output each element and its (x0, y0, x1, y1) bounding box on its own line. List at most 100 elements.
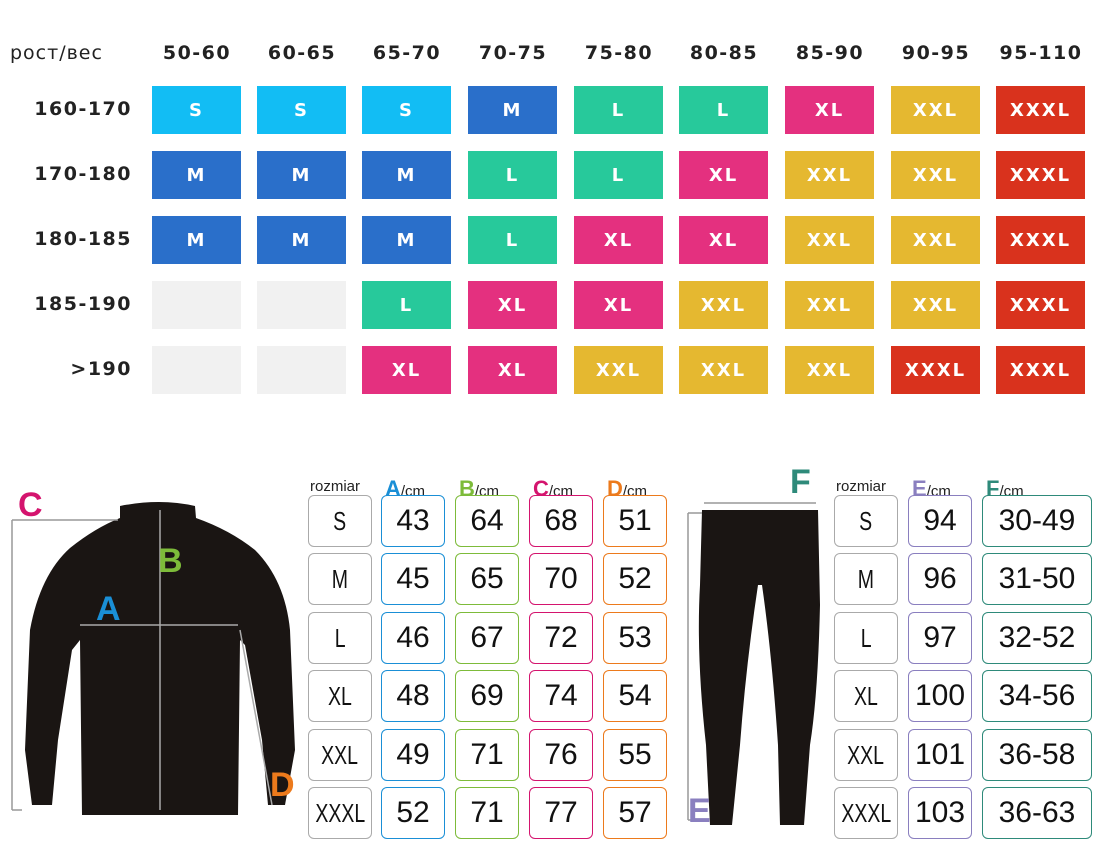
size-value: XL (328, 680, 352, 711)
size-box: XXL (834, 729, 898, 781)
size-header: rozmiar (310, 478, 361, 495)
size-cell (257, 281, 346, 329)
size-cell: L (362, 281, 451, 329)
weight-header: 90-95 (901, 42, 971, 64)
weight-header: 50-60 (162, 42, 232, 64)
size-cell: L (679, 86, 768, 134)
weight-header: 70-75 (478, 42, 548, 64)
size-box: M (308, 553, 372, 605)
measure-box: 57 (603, 787, 667, 839)
size-cell: XXXL (996, 346, 1085, 394)
size-box: S (834, 495, 898, 547)
corner-label: рост/вес (10, 42, 103, 64)
size-box: L (308, 612, 372, 664)
size-cell (257, 346, 346, 394)
size-cell (152, 281, 241, 329)
height-label: >190 (70, 358, 132, 380)
column-letter: A (385, 476, 401, 501)
size-value: S (859, 505, 873, 536)
weight-header: 85-90 (795, 42, 865, 64)
size-cell: XXL (574, 346, 663, 394)
size-cell: XXXL (996, 281, 1085, 329)
size-cell: XL (468, 346, 557, 394)
column-letter: B (459, 476, 475, 501)
size-value: S (333, 505, 347, 536)
measure-box: 36-58 (982, 729, 1092, 781)
size-value: XXXL (841, 797, 891, 828)
measure-box: 30-49 (982, 495, 1092, 547)
measure-box: 72 (529, 612, 593, 664)
measure-box: 55 (603, 729, 667, 781)
size-cell: S (362, 86, 451, 134)
measure-box: 65 (455, 553, 519, 605)
measure-box: 97 (908, 612, 972, 664)
size-cell: XXL (785, 216, 874, 264)
pants-silhouette (698, 510, 820, 825)
size-cell: XL (679, 151, 768, 199)
measure-box: 51 (603, 495, 667, 547)
measure-box: 49 (381, 729, 445, 781)
weight-header: 95-110 (999, 42, 1083, 64)
label-f: F (790, 463, 811, 501)
measure-box: 69 (455, 670, 519, 722)
size-cell: XXL (785, 151, 874, 199)
column-letter: F (986, 476, 1000, 501)
column-letter: E (912, 476, 927, 501)
height-label: 170-180 (34, 163, 132, 185)
measure-box: 43 (381, 495, 445, 547)
size-cell: XL (468, 281, 557, 329)
size-cell: XL (574, 216, 663, 264)
measure-box: 101 (908, 729, 972, 781)
size-cell: M (362, 216, 451, 264)
measure-box: 70 (529, 553, 593, 605)
label-a: A (96, 590, 121, 628)
measure-box: 67 (455, 612, 519, 664)
size-cell: L (468, 151, 557, 199)
size-cell: XXL (679, 346, 768, 394)
measure-box: 68 (529, 495, 593, 547)
size-cell: S (152, 86, 241, 134)
height-label: 180-185 (34, 228, 132, 250)
size-cell: M (152, 151, 241, 199)
size-cell: M (362, 151, 451, 199)
size-cell: L (468, 216, 557, 264)
size-cell: M (257, 216, 346, 264)
measure-box: 48 (381, 670, 445, 722)
column-letter: D (607, 476, 623, 501)
measure-box: 52 (603, 553, 667, 605)
measure-box: 54 (603, 670, 667, 722)
size-value: XL (854, 680, 878, 711)
measure-box: 64 (455, 495, 519, 547)
size-box: XXXL (308, 787, 372, 839)
shirt-diagram (11, 502, 295, 815)
size-cell: M (152, 216, 241, 264)
height-label: 185-190 (34, 293, 132, 315)
size-cell: XL (785, 86, 874, 134)
size-value: XXL (847, 739, 885, 770)
measure-box: 36-63 (982, 787, 1092, 839)
measure-box: 71 (455, 787, 519, 839)
measure-box: 46 (381, 612, 445, 664)
size-cell: XXL (785, 281, 874, 329)
size-cell: M (257, 151, 346, 199)
measure-box: 53 (603, 612, 667, 664)
size-value: M (331, 563, 349, 594)
size-value: L (860, 622, 872, 653)
measure-box: 103 (908, 787, 972, 839)
measure-box: 77 (529, 787, 593, 839)
size-cell: XXL (891, 86, 980, 134)
size-box: XL (308, 670, 372, 722)
measure-box: 71 (455, 729, 519, 781)
label-d: D (270, 766, 295, 804)
measure-box: 76 (529, 729, 593, 781)
size-cell: L (574, 86, 663, 134)
size-value: XXXL (315, 797, 365, 828)
size-cell: XXL (679, 281, 768, 329)
weight-header: 75-80 (584, 42, 654, 64)
size-cell: XXXL (996, 86, 1085, 134)
size-cell: XL (362, 346, 451, 394)
size-box: M (834, 553, 898, 605)
size-value: L (334, 622, 346, 653)
size-cell: XL (679, 216, 768, 264)
size-cell: XXXL (996, 216, 1085, 264)
